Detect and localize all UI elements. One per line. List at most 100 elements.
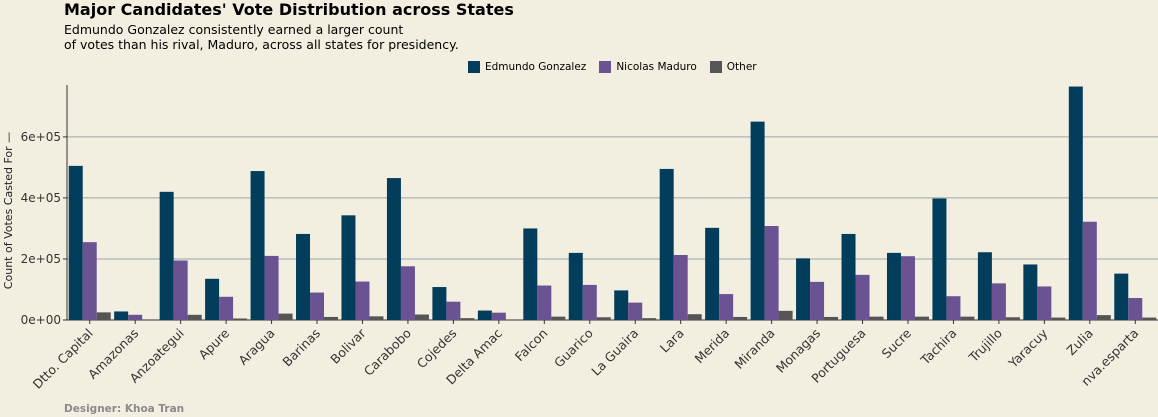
bar-edmundo-gonzalez-guarico: [568, 252, 583, 320]
y-tick-label: 6e+05: [21, 130, 61, 144]
bar-nicolas-maduro-dtto-capital: [82, 242, 97, 320]
bar-nicolas-maduro-yaracuy: [1037, 286, 1052, 320]
x-tick-label: Merida: [691, 326, 732, 367]
bar-other-trujillo: [1005, 317, 1020, 320]
bar-nicolas-maduro-falcon: [537, 285, 552, 320]
bar-nicolas-maduro-amazonas: [128, 314, 143, 320]
bar-other-apure: [233, 318, 248, 320]
legend-swatch-other: [709, 61, 722, 73]
bar-other-tachira: [960, 316, 975, 320]
bar-edmundo-gonzalez-portuguesa: [841, 233, 856, 320]
bar-other-portuguesa: [869, 316, 884, 320]
bar-other-cojedes: [460, 318, 475, 320]
x-tick-label: Sucre: [879, 325, 915, 361]
bar-nicolas-maduro-zulia: [1082, 221, 1097, 320]
x-tick-label: Apure: [195, 325, 232, 362]
bar-edmundo-gonzalez-carabobo: [386, 178, 401, 320]
bar-edmundo-gonzalez-delta-amac: [477, 310, 492, 320]
x-tick-label: Guarico: [551, 326, 596, 371]
bar-edmundo-gonzalez-trujillo: [977, 252, 992, 320]
x-tick-label: Lara: [657, 326, 687, 356]
y-tick-label: 0e+00: [21, 313, 61, 327]
bar-edmundo-gonzalez-amazonas: [114, 311, 129, 320]
bar-other-bolivar: [369, 316, 384, 320]
x-tick-label: Carabobo: [361, 326, 414, 379]
x-tick-label: Bolivar: [327, 325, 369, 367]
bar-other-yaracuy: [1051, 317, 1066, 320]
x-tick-label: Barinas: [279, 326, 323, 370]
chart-title: Major Candidates' Vote Distribution acro…: [64, 0, 514, 19]
y-tick-label: 2e+05: [21, 252, 61, 266]
bar-edmundo-gonzalez-lara: [659, 168, 674, 320]
bar-edmundo-gonzalez-anzoategui: [159, 191, 174, 320]
x-tick-label: La Guaira: [588, 326, 641, 379]
x-tick-label: Cojedes: [414, 326, 460, 372]
bar-nicolas-maduro-monagas: [810, 281, 825, 320]
bar-other-carabobo: [414, 314, 429, 320]
bar-other-guarico: [596, 317, 611, 320]
bar-other-merida: [733, 316, 748, 320]
bar-edmundo-gonzalez-falcon: [523, 228, 538, 320]
bar-nicolas-maduro-anzoategui: [173, 260, 188, 320]
x-tick-label: Tachira: [917, 326, 960, 369]
bar-other-la-guaira: [642, 318, 657, 320]
bar-edmundo-gonzalez-aragua: [250, 171, 265, 320]
bar-other-falcon: [551, 316, 566, 320]
bar-other-aragua: [278, 313, 293, 320]
bar-nicolas-maduro-lara: [673, 254, 688, 320]
x-tick-label: Yaracuy: [1005, 325, 1051, 371]
x-tick-label: Aragua: [235, 326, 277, 368]
chart-legend: Edmundo Gonzalez Nicolas Maduro Other: [468, 61, 770, 73]
bar-other-anzoategui: [187, 314, 202, 320]
x-tick-label: Falcon: [512, 326, 551, 365]
bar-edmundo-gonzalez-cojedes: [432, 287, 447, 320]
bar-other-barinas: [324, 316, 339, 320]
bar-other-dtto-capital: [96, 312, 111, 320]
bar-edmundo-gonzalez-sucre: [886, 252, 901, 320]
bar-other-sucre: [914, 316, 929, 320]
bar-edmundo-gonzalez-la-guaira: [614, 290, 629, 320]
bar-edmundo-gonzalez-bolivar: [341, 215, 356, 320]
x-tick-label: Dtto. Capital: [30, 326, 96, 392]
y-axis-label: Count of Votes Casted For —: [2, 132, 15, 289]
subtitle-line-1: Edmundo Gonzalez consistently earned a l…: [64, 22, 404, 37]
bar-nicolas-maduro-aragua: [264, 255, 279, 320]
bar-edmundo-gonzalez-barinas: [296, 233, 311, 320]
legend-label-other: Other: [726, 61, 757, 73]
subtitle-line-2: of votes than his rival, Maduro, across …: [64, 37, 459, 52]
bar-nicolas-maduro-sucre: [900, 256, 915, 320]
bar-nicolas-maduro-tachira: [946, 296, 961, 320]
bar-edmundo-gonzalez-merida: [705, 227, 720, 320]
bar-edmundo-gonzalez-nva-esparta: [1114, 273, 1129, 320]
legend-item-maduro: Nicolas Maduro: [599, 61, 697, 73]
bar-other-nva-esparta: [1142, 317, 1157, 320]
bar-edmundo-gonzalez-tachira: [932, 198, 947, 320]
bar-other-zulia: [1096, 315, 1111, 320]
y-tick-label: 4e+05: [21, 191, 61, 205]
designer-caption: Designer: Khoa Tran: [64, 403, 185, 415]
bar-nicolas-maduro-miranda: [764, 226, 779, 320]
bar-edmundo-gonzalez-apure: [205, 278, 220, 320]
legend-swatch-maduro: [599, 61, 612, 73]
legend-item-gonzalez: Edmundo Gonzalez: [468, 61, 586, 73]
bar-nicolas-maduro-merida: [719, 294, 734, 320]
bar-edmundo-gonzalez-yaracuy: [1023, 264, 1038, 320]
bar-nicolas-maduro-la-guaira: [628, 302, 643, 320]
x-tick-label: Miranda: [731, 326, 777, 372]
legend-swatch-gonzalez: [468, 61, 480, 73]
legend-label-gonzalez: Edmundo Gonzalez: [485, 61, 587, 73]
legend-item-other: Other: [709, 61, 757, 73]
bar-edmundo-gonzalez-dtto-capital: [68, 165, 83, 320]
legend-label-maduro: Nicolas Maduro: [616, 61, 697, 73]
chart-subtitle: Edmundo Gonzalez consistently earned a l…: [64, 22, 459, 52]
bar-nicolas-maduro-guarico: [582, 284, 597, 320]
bar-other-lara: [687, 314, 702, 320]
bar-nicolas-maduro-bolivar: [355, 281, 370, 320]
bar-nicolas-maduro-nva-esparta: [1128, 298, 1143, 320]
bar-other-monagas: [824, 316, 839, 320]
x-tick-label: Trujillo: [965, 326, 1005, 366]
bar-nicolas-maduro-cojedes: [446, 301, 461, 320]
bar-nicolas-maduro-carabobo: [400, 266, 415, 320]
bar-edmundo-gonzalez-miranda: [750, 121, 765, 320]
